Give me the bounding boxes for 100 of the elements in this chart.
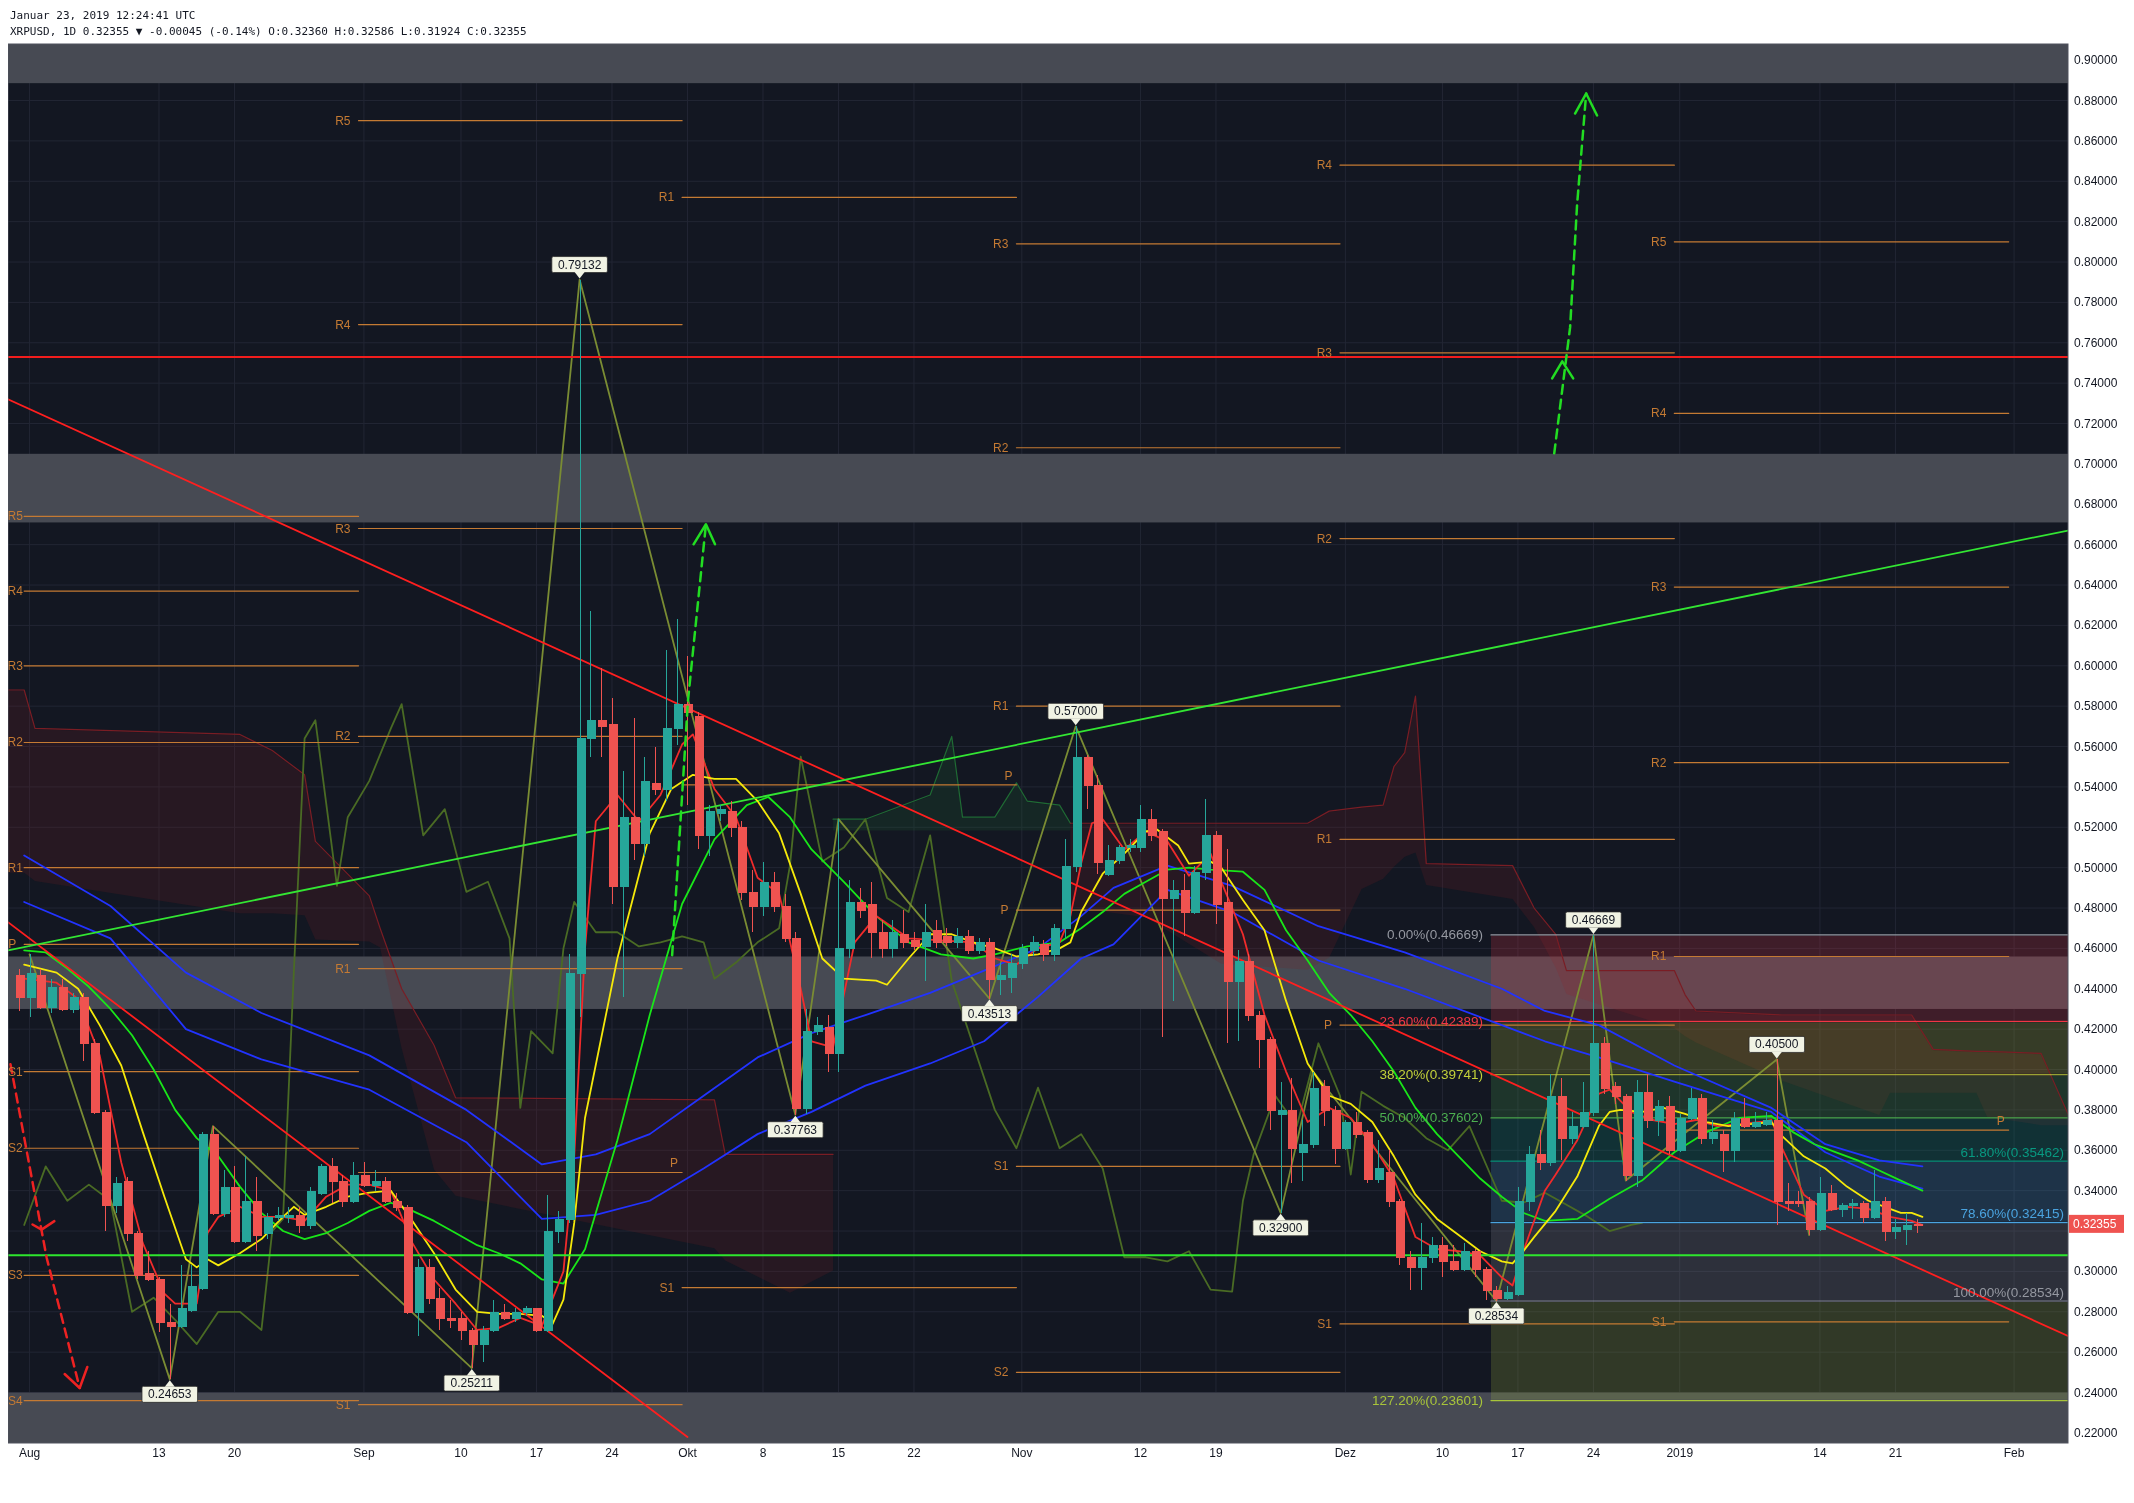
x-tick-label: 22: [907, 1446, 921, 1460]
y-tick-label: 0.64000: [2074, 578, 2118, 593]
x-tick-label: 13: [152, 1446, 166, 1460]
x-tick-label: 17: [529, 1446, 544, 1460]
annotation: 0.79132: [557, 257, 602, 272]
x-tick-label: 24: [605, 1446, 619, 1460]
y-tick-label: 0.78000: [2074, 295, 2118, 310]
y-tick-label: 0.90000: [2074, 53, 2118, 68]
annotation: 0.43513: [967, 1006, 1012, 1021]
x-tick-label: 21: [1888, 1446, 1903, 1460]
y-tick-label: 0.74000: [2074, 376, 2118, 391]
series-label: R4: [7, 584, 24, 599]
x-tick-label: 10: [1435, 1446, 1450, 1460]
x-tick-label: 10: [454, 1446, 468, 1460]
series-label: S4: [8, 1393, 24, 1408]
y-tick-label: 0.28000: [2074, 1304, 2118, 1319]
y-tick-label: 0.70000: [2074, 456, 2118, 471]
series-label: S1: [993, 1159, 1009, 1174]
annotation: 0.46669: [1571, 912, 1616, 927]
y-tick-label: 0.60000: [2074, 658, 2118, 673]
y-tick-label: 0.56000: [2074, 739, 2118, 754]
y-tick-label: 0.48000: [2074, 901, 2118, 916]
x-tick-label: 20: [227, 1446, 242, 1460]
x-tick-label: 19: [1209, 1446, 1223, 1460]
series-label: R3: [7, 658, 24, 673]
series-label: 78.60%(0.32415): [1960, 1206, 2064, 1222]
y-tick-label: 0.40000: [2074, 1062, 2118, 1077]
y-tick-label: 0.58000: [2074, 699, 2118, 714]
x-tick-label: 14: [1813, 1446, 1827, 1460]
series-label: 0.00%(0.46669): [1386, 927, 1483, 943]
series-label: R2: [7, 735, 24, 750]
series-label: R1: [335, 961, 351, 976]
annotation: 0.28534: [1474, 1309, 1519, 1323]
series-label: 61.80%(0.35462): [1960, 1144, 2064, 1160]
annotation: 0.57000: [1054, 704, 1098, 719]
series-label: R1: [658, 190, 675, 205]
x-tick-label: 17: [1511, 1446, 1525, 1460]
y-tick-label: 0.86000: [2074, 133, 2118, 148]
y-tick-label: 0.68000: [2074, 497, 2118, 512]
series-label: R1: [1650, 949, 1667, 964]
chart-subtitle: Januar 23, 2019 12:24:41 UTC: [10, 9, 196, 22]
y-tick-label: 0.34000: [2074, 1183, 2118, 1198]
y-tick-label: 0.50000: [2074, 860, 2118, 875]
series-label: R5: [7, 509, 24, 524]
series-label: R4: [1316, 158, 1333, 173]
y-tick-label: 0.62000: [2074, 618, 2118, 633]
series-label: R1: [1316, 832, 1333, 847]
series-label: P: [1004, 768, 1013, 783]
series-label: R2: [1650, 755, 1667, 770]
series-label: R1: [993, 699, 1009, 714]
y-tick-label: 0.80000: [2074, 255, 2118, 270]
series-label: S1: [1317, 1316, 1333, 1331]
x-tick-label: Okt: [678, 1446, 698, 1460]
y-tick-label: 0.46000: [2074, 941, 2118, 956]
series-label: P: [1323, 1018, 1332, 1033]
y-tick-label: 0.82000: [2074, 214, 2118, 229]
series-label: S3: [8, 1268, 24, 1283]
y-tick-label: 0.44000: [2074, 981, 2118, 996]
y-tick-label: 0.52000: [2074, 820, 2118, 835]
y-tick-label: 0.42000: [2074, 1022, 2118, 1037]
series-label: R1: [7, 860, 24, 875]
y-tick-label: 0.88000: [2074, 93, 2118, 108]
series-label: R2: [993, 440, 1009, 455]
series-label: R5: [335, 113, 351, 128]
series-label: R5: [1650, 234, 1667, 249]
series-label: 127.20%(0.23601): [1371, 1393, 1483, 1409]
x-tick-label: 2019: [1666, 1446, 1694, 1460]
y-tick-label: 0.24000: [2074, 1385, 2118, 1400]
y-tick-label: 0.30000: [2074, 1264, 2118, 1279]
series-label: P: [1996, 1114, 2005, 1129]
x-tick-label: Aug: [18, 1446, 41, 1460]
y-tick-label: 0.38000: [2074, 1102, 2118, 1117]
y-tick-label: 0.22000: [2074, 1425, 2118, 1440]
series-label: R3: [993, 236, 1009, 251]
series-label: P: [8, 937, 17, 952]
series-label: S2: [993, 1365, 1009, 1380]
series-label: P: [1000, 903, 1009, 918]
x-tick-label: Feb: [2003, 1446, 2025, 1460]
annotation: 0.32900: [1258, 1220, 1303, 1235]
series-label: S1: [8, 1064, 24, 1079]
annotation: 0.25211: [450, 1376, 494, 1391]
x-tick-label: 24: [1586, 1446, 1601, 1460]
chart-title: XRPUSD, 1D 0.32355 ▼ -0.00045 (-0.14%) O:0.32360 H:0.32586 L:0.31924 C:0.32355: [10, 25, 527, 38]
y-tick-label: 0.66000: [2074, 537, 2118, 552]
annotation: 0.40500: [1755, 1037, 1799, 1052]
x-tick-label: 15: [831, 1446, 846, 1460]
x-tick-label: 8: [759, 1446, 767, 1460]
series-label: R2: [1316, 531, 1333, 546]
y-tick-label: 0.54000: [2074, 779, 2118, 794]
y-tick-label: 0.84000: [2074, 174, 2118, 189]
annotation: 0.24653: [148, 1387, 192, 1402]
series-label: R4: [335, 317, 351, 332]
y-tick-label: 0.72000: [2074, 416, 2118, 431]
x-tick-label: Nov: [1011, 1446, 1033, 1460]
text: 0.32355: [2073, 1216, 2117, 1231]
series-label: S2: [8, 1141, 24, 1156]
series-label: P: [670, 1156, 679, 1171]
x-tick-label: 12: [1133, 1446, 1148, 1460]
series-label: R3: [335, 521, 351, 536]
x-tick-label: Sep: [353, 1446, 375, 1460]
